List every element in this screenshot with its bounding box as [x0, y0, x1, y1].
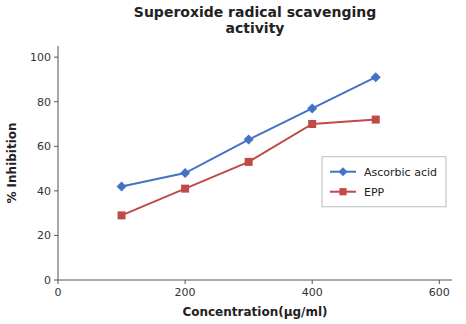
y-tick [54, 190, 58, 191]
point [117, 181, 127, 191]
legend-label: Ascorbic acid [364, 166, 437, 179]
y-tick [54, 146, 58, 147]
y-tick-label: 40 [37, 185, 51, 198]
x-axis-label: Concentration(µg/ml) [182, 305, 327, 319]
point [180, 168, 190, 178]
x-tick-label: 400 [302, 286, 323, 299]
point [244, 135, 254, 145]
point [308, 120, 316, 128]
chart-container: Superoxide radical scavengingactivity 0 20… [0, 0, 466, 324]
y-axis-line [58, 46, 59, 280]
point [118, 211, 126, 219]
y-tick [54, 235, 58, 236]
y-tick-label: 80 [37, 96, 51, 109]
x-tick-label: 200 [175, 286, 196, 299]
legend-marker [339, 167, 348, 176]
x-tick [312, 280, 313, 284]
title-line: activity [226, 20, 285, 36]
y-tick-label: 60 [37, 140, 51, 153]
x-tick-label: 0 [55, 286, 62, 299]
x-tick [58, 280, 59, 284]
y-tick-label: 100 [30, 51, 51, 64]
x-tick [439, 280, 440, 284]
legend-marker [339, 188, 346, 195]
point [372, 116, 380, 124]
point [307, 103, 317, 113]
point [245, 158, 253, 166]
y-tick-label: 20 [37, 229, 51, 242]
y-axis-label: % Inhibition [5, 122, 19, 203]
x-axis-line [58, 280, 452, 281]
axes: 0 200 400 600 0 20 40 60 80 100 [30, 46, 452, 299]
title: Superoxide radical scavengingactivity [134, 4, 376, 36]
point [181, 185, 189, 193]
y-tick [54, 101, 58, 102]
legend-box [322, 157, 446, 207]
legend-label: EPP [364, 186, 385, 199]
point [371, 72, 381, 82]
y-tick-label: 0 [44, 274, 51, 287]
y-tick [54, 280, 58, 281]
x-tick-label: 600 [429, 286, 450, 299]
chart: Superoxide radical scavengingactivity 0 20… [0, 0, 466, 324]
title-line: Superoxide radical scavenging [134, 4, 376, 20]
y-tick [54, 57, 58, 58]
x-tick [185, 280, 186, 284]
legend: Ascorbic acid EPP [322, 157, 446, 207]
